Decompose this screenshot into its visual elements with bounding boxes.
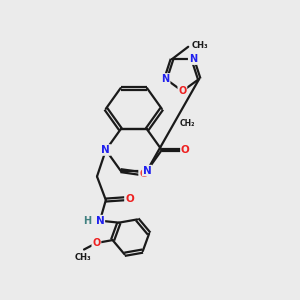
Text: N: N xyxy=(101,145,110,155)
Text: N: N xyxy=(189,54,197,64)
Text: CH₃: CH₃ xyxy=(74,253,91,262)
Text: N: N xyxy=(161,74,169,84)
Text: O: O xyxy=(125,194,134,204)
Text: CH₃: CH₃ xyxy=(192,41,208,50)
Text: H: H xyxy=(83,216,92,226)
Text: O: O xyxy=(181,145,190,155)
Text: O: O xyxy=(139,169,148,178)
Text: N: N xyxy=(96,216,104,226)
Text: CH₂: CH₂ xyxy=(180,119,195,128)
Text: O: O xyxy=(178,86,187,96)
Text: N: N xyxy=(143,166,152,176)
Text: O: O xyxy=(92,238,101,248)
